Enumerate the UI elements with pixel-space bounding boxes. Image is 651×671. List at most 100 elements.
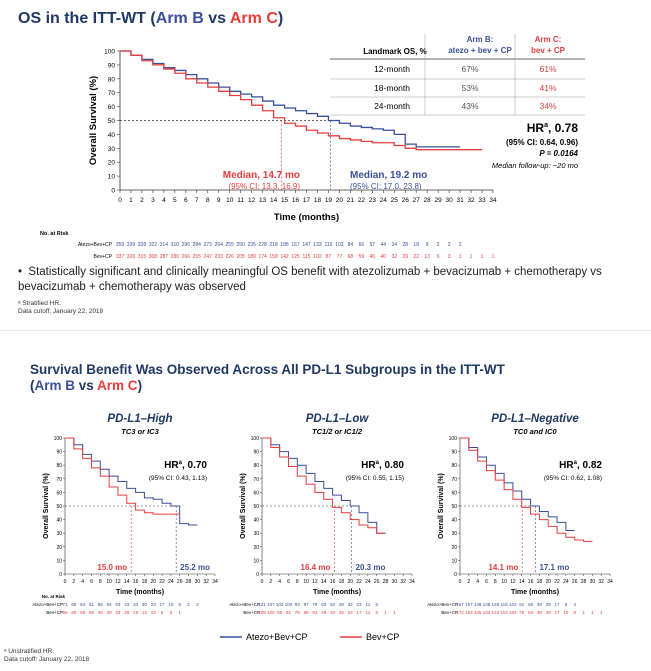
- panel-subtitle: TC3 or IC3: [121, 427, 159, 436]
- main-x-tick-label: 24: [380, 197, 388, 204]
- panel-x-tick-label: 30: [195, 579, 201, 585]
- panel-risk-red-value: 1: [600, 610, 603, 615]
- panel-x-tick-label: 32: [203, 579, 209, 585]
- panel-y-tick-label: 40: [253, 518, 259, 524]
- panel-y-tick-label: 90: [253, 450, 259, 456]
- panel-risk-red-value: 78: [519, 610, 525, 615]
- panel-x-tick-label: 24: [365, 579, 371, 585]
- panel-y-tick-label: 60: [253, 490, 259, 496]
- panel-x-tick-label: 20: [347, 579, 353, 585]
- bottom-footnote-1: ᵃ Unstratified HR.: [4, 648, 55, 655]
- panel-hr-label: HRa, 0.70: [164, 460, 207, 471]
- risk-red-value: 125: [291, 254, 300, 260]
- main-p-value: P = 0.0164: [539, 149, 578, 158]
- panel-risk-red-value: 1: [582, 610, 585, 615]
- panel-risk-blue-value: 69: [71, 602, 77, 607]
- risk-blue-value: 255: [226, 242, 235, 248]
- risk-blue-value: 296: [182, 242, 191, 248]
- risk-red-value: 326: [127, 254, 136, 260]
- panel-risk-blue-value: 2: [187, 602, 190, 607]
- main-x-tick-label: 5: [173, 197, 177, 204]
- panel-series-atezo-bev-cp: [65, 437, 198, 526]
- bullet-text: Statistically significant and clinically…: [18, 266, 602, 293]
- panel-y-tick-label: 70: [451, 477, 457, 483]
- panel-red-median-label: 16.4 mo: [301, 563, 331, 572]
- top-title: OS in the ITT-WT (Arm B vs Arm C): [18, 10, 283, 28]
- panel-risk-red-value: 6: [170, 610, 173, 615]
- panel-x-tick-label: 16: [330, 579, 336, 585]
- table-row-c: 61%: [539, 64, 556, 74]
- legend-red-label: Bev+CP: [366, 632, 399, 642]
- panel-risk-red-value: 91: [286, 610, 292, 615]
- main-x-tick-label: 4: [162, 197, 166, 204]
- panel-x-tick-label: 8: [296, 579, 299, 585]
- panel-y-axis-label: Overall Survival (%): [43, 473, 50, 539]
- panel-series-bev-cp: [460, 437, 593, 542]
- panel-risk-blue-value: 64: [80, 602, 86, 607]
- panel-risk-blue-value: 100: [285, 602, 293, 607]
- risk-blue-value: 339: [127, 242, 136, 248]
- main-y-tick-label: 70: [108, 90, 116, 97]
- risk-red-value: 29: [402, 254, 408, 260]
- panel-x-tick-label: 10: [303, 579, 309, 585]
- panel-risk-blue-value: 39: [537, 602, 543, 607]
- panel-risk-blue-value: 55: [98, 602, 104, 607]
- main-x-tick-label: 20: [336, 197, 344, 204]
- risk-blue-value: 18: [413, 242, 419, 248]
- panel-risk-blue-label: Atezo+Bev+CP: [229, 602, 260, 607]
- risk-blue-value: 167: [291, 242, 300, 248]
- landmark-table: Landmark OS, % Arm B: atezo + bev + CP A…: [330, 34, 585, 116]
- table-header-c-1: Arm C:: [535, 35, 562, 44]
- panel-risk-blue-value: 32: [348, 602, 354, 607]
- table-header-label: Landmark OS, %: [363, 47, 427, 56]
- panel-risk-red-value: 8: [573, 610, 576, 615]
- panel-risk-blue-value: 10: [168, 602, 174, 607]
- panel-blue-median-label: 20.3 mo: [356, 563, 386, 572]
- risk-blue-value: 284: [193, 242, 202, 248]
- title-vs: vs: [203, 10, 230, 27]
- main-y-axis-label: Overall Survival (%): [88, 76, 99, 165]
- panel-y-tick-label: 100: [449, 436, 458, 442]
- panel-risk-red-value: 60: [71, 610, 77, 615]
- main-x-axis-label: Time (months): [274, 212, 339, 223]
- panel-risk-blue-value: 29: [546, 602, 552, 607]
- panel-risk-blue-value: 53: [115, 602, 121, 607]
- panel-x-tick-label: 8: [494, 579, 497, 585]
- risk-red-value: 287: [160, 254, 169, 260]
- panel-y-axis-label: Overall Survival (%): [240, 473, 247, 539]
- panel-risk-blue-value: 34: [133, 602, 139, 607]
- risk-red-value: 46: [370, 254, 376, 260]
- panel-risk-red-value: 163: [465, 610, 473, 615]
- panel-y-tick-label: 30: [451, 531, 457, 537]
- table-row-b: 43%: [461, 101, 478, 111]
- panel-x-tick-label: 10: [106, 579, 112, 585]
- table-header-b-1: Arm B:: [467, 35, 494, 44]
- main-x-tick-label: 21: [347, 197, 355, 204]
- risk-red-value: 308: [149, 254, 158, 260]
- panel-risk-blue-value: 54: [107, 602, 113, 607]
- panel-risk-red-value: 100: [267, 610, 275, 615]
- panel-subtitle: TC0 and IC0: [513, 427, 557, 436]
- panel-y-tick-label: 90: [56, 450, 62, 456]
- panel-risk-blue-value: 115: [501, 602, 509, 607]
- panel-risk-red-value: 95: [277, 610, 283, 615]
- panel-risk-red-value: 79: [295, 610, 301, 615]
- legend-blue-label: Atezo+Bev+CP: [246, 632, 308, 642]
- panel-x-tick-label: 12: [115, 579, 121, 585]
- panel-risk-blue-value: 103: [276, 602, 284, 607]
- main-y-tick-label: 60: [108, 104, 116, 111]
- risk-red-value: 337: [116, 254, 125, 260]
- panel-x-tick-label: 26: [374, 579, 380, 585]
- panel-x-tick-label: 18: [537, 579, 543, 585]
- main-x-tick-label: 27: [413, 197, 421, 204]
- blue-median-label: Median, 19.2 mo: [350, 170, 427, 181]
- panel-risk-blue-value: 8: [565, 602, 568, 607]
- risk-red-value: 6: [437, 254, 440, 260]
- panel-x-tick-label: 12: [510, 579, 516, 585]
- main-x-tick-label: 30: [446, 197, 454, 204]
- risk-blue-value: 147: [302, 242, 311, 248]
- panel-risk-blue-value: 38: [339, 602, 345, 607]
- panel-risk-red-value: 38: [537, 610, 543, 615]
- panel-risk-blue-value: 121: [258, 602, 266, 607]
- bottom-title-line1: Survival Benefit Was Observed Across All…: [30, 362, 505, 377]
